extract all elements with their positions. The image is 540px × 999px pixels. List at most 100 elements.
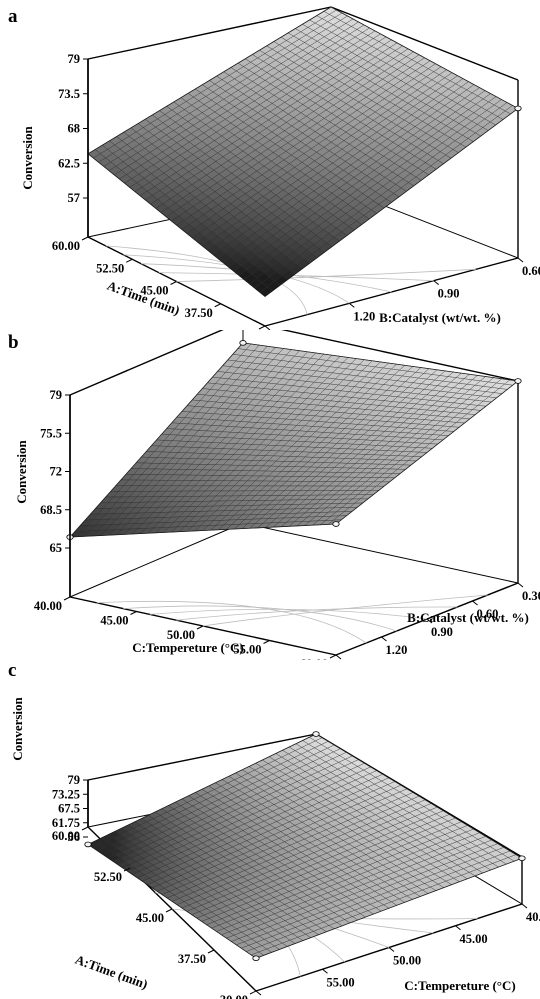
- y-tick-mark: [426, 618, 433, 624]
- z-tick-label: 73.5: [58, 87, 80, 101]
- y-tick-label: 50.00: [393, 954, 421, 968]
- x-tick-mark: [123, 867, 131, 872]
- z-tick-label: 79: [68, 773, 81, 787]
- design-point: [332, 521, 340, 527]
- y-tick-mark: [322, 968, 328, 974]
- panel-b: b 79 75.5 72 68.5 65 Conversion 40.00 45.00 50.0…: [0, 330, 540, 660]
- panel-a: a 79 73.5 68 62.5 57 Conversion 60.00 52.50 45.0…: [0, 0, 540, 330]
- y-tick-label: 1.20: [386, 643, 408, 657]
- x-tick-label: 45.00: [136, 911, 164, 925]
- box-edge: [242, 522, 519, 584]
- design-point: [514, 378, 522, 384]
- contour-line: [202, 594, 488, 627]
- y-axis-label: B:Catalyst (wt/wt. %): [407, 610, 529, 625]
- y-tick-mark: [388, 947, 395, 952]
- y-tick-mark: [455, 925, 461, 931]
- z-tick-label: 56: [68, 830, 81, 844]
- surface-plot-a: a 79 73.5 68 62.5 57 Conversion 60.00 52.50 45.0…: [8, 6, 540, 330]
- x-tick-label: 40.00: [34, 599, 62, 613]
- x-tick-label: 37.50: [178, 952, 206, 966]
- z-tick-label: 62.5: [58, 156, 80, 170]
- y-tick-label: 0.60: [477, 607, 499, 621]
- z-axis-label: Conversion: [10, 696, 25, 760]
- z-tick-label: 68: [68, 122, 81, 136]
- contour-line: [123, 605, 397, 632]
- contour-line: [149, 608, 428, 620]
- z-tick-label: 65: [50, 541, 63, 555]
- y-tick-label: 0.60: [522, 264, 540, 278]
- y-tick-mark: [264, 325, 271, 330]
- x-tick-mark: [214, 303, 221, 308]
- y-tick-mark: [335, 654, 342, 660]
- x-tick-mark: [263, 640, 270, 644]
- z-axis-label: Conversion: [20, 125, 35, 189]
- x-tick-mark: [165, 908, 173, 913]
- x-tick-mark: [130, 611, 137, 615]
- x-tick-label: 30.00: [229, 328, 257, 330]
- x-tick-label: 55.00: [233, 643, 261, 657]
- contour-line: [176, 606, 458, 621]
- box-edge: [330, 6, 519, 81]
- box-edge: [69, 330, 224, 396]
- x-tick-label: 30.00: [220, 993, 248, 999]
- z-tick-label: 61.75: [52, 816, 80, 830]
- x-tick-label: 52.50: [94, 870, 122, 884]
- z-tick-label: 67.5: [58, 802, 80, 816]
- x-tick-mark: [258, 325, 266, 330]
- x-tick-mark: [170, 281, 177, 285]
- contour-line: [96, 600, 367, 644]
- x-tick-mark: [81, 236, 89, 241]
- z-axis-label: Conversion: [14, 439, 29, 503]
- y-tick-label: 0.30: [522, 589, 540, 603]
- design-point: [252, 955, 260, 962]
- y-tick-mark: [381, 636, 387, 642]
- surface-plot-b: b 79 75.5 72 68.5 65 Conversion 40.00 45.00 50.0…: [8, 330, 540, 660]
- panel-label: b: [8, 332, 19, 353]
- y-tick-mark: [433, 280, 439, 286]
- x-tick-label: 37.50: [185, 306, 213, 320]
- z-tick-label: 72: [50, 465, 63, 479]
- design-point: [239, 340, 247, 346]
- contour-line: [176, 268, 476, 282]
- z-tick-label: 68.5: [40, 503, 62, 517]
- x-tick-label: 60.00: [52, 829, 80, 843]
- box-edge: [280, 330, 519, 382]
- x-tick-mark: [329, 654, 337, 659]
- design-point: [84, 841, 92, 848]
- box-edge: [87, 6, 332, 60]
- y-tick-label: 55.00: [327, 975, 355, 989]
- box-edge: [87, 733, 317, 781]
- x-tick-mark: [63, 596, 71, 601]
- y-axis-label: B:Catalyst (wt/wt. %): [379, 310, 501, 325]
- x-tick-mark: [207, 949, 215, 954]
- design-point: [514, 105, 522, 112]
- panel-label: c: [8, 660, 16, 681]
- y-tick-mark: [349, 302, 355, 308]
- design-point: [312, 731, 320, 737]
- y-axis-label: C:Tempereture (°C): [404, 978, 515, 993]
- y-tick-label: 60.00: [260, 997, 288, 999]
- y-tick-label: 1.20: [353, 309, 375, 323]
- y-tick-label: 45.00: [460, 932, 488, 946]
- z-tick-label: 79: [68, 52, 81, 66]
- x-tick-label: 60.00: [52, 239, 80, 253]
- x-axis-label: A:Time (min): [73, 952, 150, 992]
- x-tick-label: 45.00: [140, 284, 168, 298]
- y-tick-mark: [517, 582, 524, 588]
- x-tick-label: 50.00: [167, 628, 195, 642]
- x-tick-label: 52.50: [96, 261, 124, 275]
- y-tick-mark: [521, 903, 528, 909]
- y-tick-label: 0.90: [431, 625, 453, 639]
- z-tick-label: 79: [50, 388, 63, 402]
- y-tick-mark: [472, 600, 478, 606]
- z-tick-label: 73.25: [52, 787, 80, 801]
- x-tick-mark: [196, 625, 204, 630]
- x-tick-label: 45.00: [100, 614, 128, 628]
- box-edge: [69, 522, 244, 598]
- x-tick-mark: [81, 826, 89, 831]
- x-axis-label: C:Tempereture (°C): [132, 640, 243, 655]
- panel-label: a: [8, 6, 18, 27]
- x-tick-label: 60.00: [300, 657, 328, 660]
- design-point: [518, 855, 526, 862]
